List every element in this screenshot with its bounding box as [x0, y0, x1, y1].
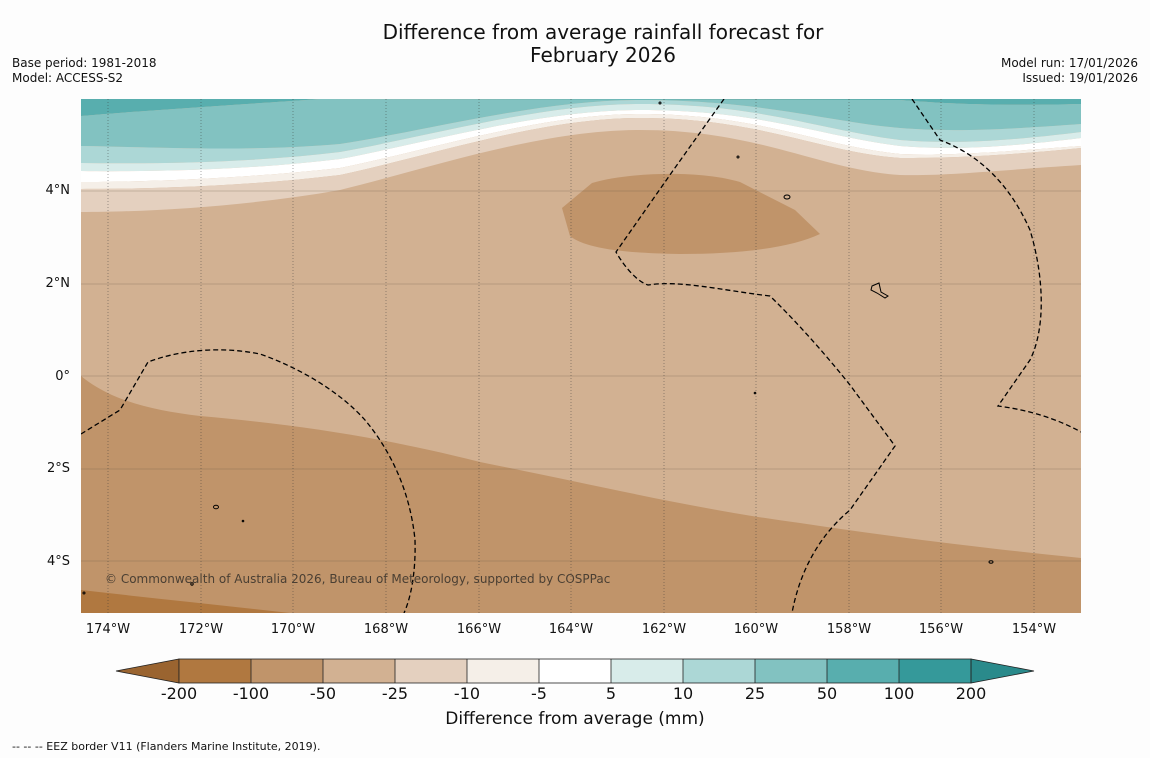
- colorbar-cell: [827, 659, 899, 683]
- eez-border-central: [615, 99, 896, 613]
- island: [736, 155, 740, 159]
- eez-border-east: [911, 99, 1081, 433]
- island: [753, 391, 757, 395]
- lat-label-4s: 4°S: [46, 554, 70, 569]
- lat-label-2s: 2°S: [46, 461, 70, 476]
- band-10-25: [81, 104, 1081, 172]
- lon-label-166w: 166°W: [456, 622, 502, 637]
- colorbar-cell: [467, 659, 539, 683]
- lat-label-0: 0°: [55, 369, 70, 384]
- issued-date: Issued: 19/01/2026: [1022, 71, 1138, 85]
- map-title-line1: Difference from average rainfall forecas…: [382, 20, 824, 44]
- colorbar-cell: [683, 659, 755, 683]
- lon-label-172w: 172°W: [178, 622, 224, 637]
- band-minus100-minus50-south: [81, 376, 1081, 613]
- colorbar-outline: [178, 658, 972, 684]
- colorbar-tick: -100: [232, 684, 270, 703]
- colorbar-tick: -50: [309, 684, 337, 703]
- lon-label-160w: 160°W: [733, 622, 779, 637]
- colorbar-tick: -5: [531, 684, 547, 703]
- colorbar-tick: 5: [605, 684, 617, 703]
- colorbar: [115, 658, 1035, 684]
- colorbar-cell: [323, 659, 395, 683]
- colorbar-tick: 100: [883, 684, 915, 703]
- band-minus25-minus10: [81, 118, 1081, 212]
- model-name: Model: ACCESS-S2: [12, 71, 124, 85]
- band-25-50: [81, 100, 1081, 164]
- colorbar-tick: 50: [816, 684, 838, 703]
- colorbar-separators: [250, 659, 900, 683]
- lon-label-168w: 168°W: [363, 622, 409, 637]
- island: [988, 560, 994, 564]
- copyright-notice: © Commonwealth of Australia 2026, Bureau…: [105, 572, 611, 586]
- colorbar-cell: [755, 659, 827, 683]
- colorbar-tick: 25: [744, 684, 766, 703]
- island: [190, 582, 194, 586]
- colorbar-cell: [539, 659, 611, 683]
- colorbar-tick: 10: [672, 684, 694, 703]
- colorbar-cell: [611, 659, 683, 683]
- colorbar-tick: -200: [160, 684, 198, 703]
- colorbar-title: Difference from average (mm): [445, 709, 705, 729]
- island: [213, 504, 219, 510]
- colorbar-under-arrow: [115, 658, 180, 684]
- map-title-line2: February 2026: [530, 43, 676, 67]
- latitude-gridlines: [81, 190, 1081, 562]
- band-50-100: [81, 99, 1081, 149]
- band-minus200-minus100-corner: [81, 590, 290, 613]
- band-minus100-minus50-blob: [562, 173, 820, 254]
- island: [783, 194, 791, 200]
- colorbar-cell: [899, 659, 971, 683]
- colorbar-cell: [251, 659, 323, 683]
- model-run: Model run: 17/01/2026: [1000, 56, 1138, 70]
- colorbar-cell: [179, 659, 251, 683]
- islands: [82, 101, 994, 595]
- island: [241, 519, 245, 523]
- band-5-10: [81, 110, 1081, 182]
- lon-label-174w: 174°W: [85, 622, 131, 637]
- island: [870, 282, 889, 299]
- rainfall-anomaly-field: [81, 99, 1081, 613]
- island: [658, 101, 662, 105]
- lat-label-2n: 2°N: [45, 276, 71, 291]
- eez-border-west: [81, 349, 416, 613]
- colorbar-tick: -25: [381, 684, 409, 703]
- band-minus10-minus5: [81, 114, 1081, 189]
- lon-label-164w: 164°W: [548, 622, 594, 637]
- lon-label-156w: 156°W: [918, 622, 964, 637]
- eez-legend-footnote: -- -- -- EEZ border V11 (Flanders Marine…: [12, 740, 321, 753]
- lon-label-154w: 154°W: [1011, 622, 1057, 637]
- base-period: Base period: 1981-2018: [12, 56, 157, 70]
- colorbar-cell: [395, 659, 467, 683]
- island: [82, 591, 86, 595]
- colorbar-tick: 200: [955, 684, 987, 703]
- lon-label-170w: 170°W: [270, 622, 316, 637]
- colorbar-tick: -10: [453, 684, 481, 703]
- eez-borders: [81, 99, 1081, 613]
- lon-label-158w: 158°W: [826, 622, 872, 637]
- lon-label-162w: 162°W: [641, 622, 687, 637]
- band-100-200: [81, 99, 1081, 116]
- colorbar-cells: [179, 659, 971, 683]
- lat-label-4n: 4°N: [45, 183, 71, 198]
- colorbar-over-arrow: [970, 658, 1035, 684]
